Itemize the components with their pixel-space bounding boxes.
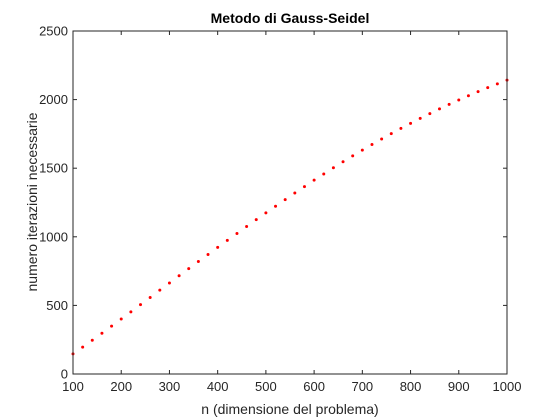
data-point bbox=[81, 345, 85, 349]
data-point bbox=[216, 245, 220, 249]
data-point bbox=[90, 338, 94, 342]
data-point bbox=[428, 112, 432, 116]
y-tick-label: 1000 bbox=[39, 229, 68, 244]
data-point bbox=[437, 107, 441, 111]
data-point bbox=[418, 116, 422, 120]
data-point bbox=[476, 90, 480, 94]
data-point bbox=[196, 259, 200, 263]
data-point bbox=[322, 172, 326, 176]
data-point bbox=[167, 281, 171, 285]
data-point bbox=[486, 86, 490, 90]
data-point bbox=[351, 154, 355, 158]
y-tick-label: 500 bbox=[46, 298, 68, 313]
plot-area bbox=[73, 31, 507, 374]
data-point bbox=[380, 137, 384, 141]
x-tick-label: 100 bbox=[62, 379, 84, 394]
data-point bbox=[302, 185, 306, 189]
x-tick-label: 200 bbox=[110, 379, 132, 394]
data-point bbox=[235, 232, 239, 236]
x-tick-label: 900 bbox=[448, 379, 470, 394]
data-point bbox=[399, 126, 403, 130]
y-tick-label: 0 bbox=[61, 367, 68, 382]
data-point bbox=[447, 102, 451, 106]
axes-box bbox=[72, 30, 508, 375]
data-point bbox=[177, 274, 181, 278]
data-point bbox=[283, 198, 287, 202]
y-axis-label: numero iterazioni necessarie bbox=[24, 112, 40, 291]
data-point bbox=[206, 252, 210, 256]
data-point bbox=[331, 166, 335, 170]
data-point bbox=[187, 267, 191, 271]
data-point bbox=[119, 317, 123, 321]
data-series bbox=[71, 78, 509, 356]
data-point bbox=[225, 238, 229, 242]
x-tick-label: 500 bbox=[255, 379, 277, 394]
y-tick-label: 1500 bbox=[39, 161, 68, 176]
data-point bbox=[129, 310, 133, 314]
data-point bbox=[457, 98, 461, 102]
data-point bbox=[274, 204, 278, 208]
y-tick-label: 2000 bbox=[39, 92, 68, 107]
data-point bbox=[158, 288, 162, 292]
data-point bbox=[254, 218, 258, 222]
data-point bbox=[341, 160, 345, 164]
y-axis-ticks: 0 500 1000 1500 2000 2500 bbox=[39, 24, 507, 382]
data-point bbox=[312, 178, 316, 182]
x-axis-label: n (dimensione del problema) bbox=[201, 401, 378, 417]
data-point bbox=[409, 121, 413, 125]
x-axis-ticks: 100 200 300 400 500 600 700 800 900 1000 bbox=[62, 31, 521, 394]
data-point bbox=[100, 331, 104, 335]
chart-title: Metodo di Gauss-Seidel bbox=[211, 10, 370, 26]
y-tick-label: 2500 bbox=[39, 24, 68, 39]
x-tick-label: 300 bbox=[159, 379, 181, 394]
data-point bbox=[370, 142, 374, 146]
x-tick-label: 800 bbox=[400, 379, 422, 394]
data-point bbox=[264, 211, 268, 215]
x-tick-label: 400 bbox=[207, 379, 229, 394]
x-tick-label: 1000 bbox=[493, 379, 522, 394]
data-point bbox=[495, 82, 499, 86]
data-point bbox=[389, 132, 393, 136]
data-point bbox=[360, 148, 364, 152]
data-point bbox=[466, 94, 470, 98]
data-point bbox=[148, 295, 152, 299]
data-point bbox=[293, 191, 297, 195]
data-point bbox=[139, 303, 143, 307]
data-point bbox=[110, 324, 114, 328]
x-tick-label: 700 bbox=[351, 379, 373, 394]
data-point bbox=[245, 225, 249, 229]
x-tick-label: 600 bbox=[303, 379, 325, 394]
